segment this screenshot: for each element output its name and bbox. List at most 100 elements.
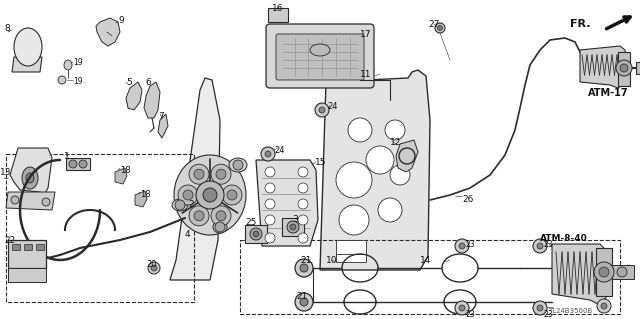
Text: 19: 19 <box>73 77 83 86</box>
Circle shape <box>617 267 627 277</box>
Circle shape <box>290 224 296 230</box>
Ellipse shape <box>26 173 34 183</box>
Circle shape <box>298 167 308 177</box>
Text: 3: 3 <box>292 215 298 224</box>
Text: 26: 26 <box>462 195 474 204</box>
Text: 27: 27 <box>428 20 440 29</box>
Circle shape <box>537 305 543 311</box>
Text: 22: 22 <box>4 236 15 245</box>
Ellipse shape <box>213 221 227 233</box>
Circle shape <box>295 259 313 277</box>
Bar <box>36 244 44 250</box>
Text: 23: 23 <box>544 240 554 249</box>
Ellipse shape <box>64 60 72 70</box>
Circle shape <box>319 107 325 113</box>
Circle shape <box>298 233 308 243</box>
Polygon shape <box>10 148 52 195</box>
Circle shape <box>265 215 275 225</box>
Circle shape <box>261 147 275 161</box>
Text: FR.: FR. <box>570 19 591 29</box>
Text: 9: 9 <box>118 16 124 25</box>
Polygon shape <box>396 140 418 172</box>
Circle shape <box>194 211 204 221</box>
Circle shape <box>227 190 237 200</box>
Circle shape <box>265 151 271 157</box>
Circle shape <box>620 64 628 72</box>
Text: 24: 24 <box>327 102 337 111</box>
Circle shape <box>298 199 308 209</box>
Circle shape <box>211 206 231 226</box>
Text: 14: 14 <box>420 256 431 265</box>
Polygon shape <box>256 160 318 246</box>
Bar <box>596 248 612 296</box>
Circle shape <box>183 190 193 200</box>
Text: 23: 23 <box>544 310 554 319</box>
Ellipse shape <box>310 44 330 56</box>
Polygon shape <box>552 244 610 304</box>
Polygon shape <box>158 114 168 138</box>
Circle shape <box>455 239 469 253</box>
Bar <box>612 265 634 279</box>
Circle shape <box>459 305 465 311</box>
Text: 11: 11 <box>360 70 371 79</box>
Bar <box>282 218 304 236</box>
Circle shape <box>601 303 607 309</box>
Text: ATM-8-40: ATM-8-40 <box>540 234 588 243</box>
Text: 15: 15 <box>315 158 326 167</box>
Text: 10: 10 <box>326 256 337 265</box>
Bar <box>336 240 366 256</box>
Bar <box>12 244 20 250</box>
Polygon shape <box>115 168 127 184</box>
Bar <box>240 240 620 314</box>
Circle shape <box>298 215 308 225</box>
Circle shape <box>378 198 402 222</box>
Polygon shape <box>170 78 220 280</box>
Text: 21: 21 <box>300 256 312 265</box>
Text: 25: 25 <box>245 218 257 227</box>
Text: 1: 1 <box>64 152 70 161</box>
Circle shape <box>295 293 313 311</box>
Bar <box>336 254 366 262</box>
Bar <box>24 244 32 250</box>
Circle shape <box>196 181 224 209</box>
Circle shape <box>265 183 275 193</box>
Ellipse shape <box>14 28 42 66</box>
Polygon shape <box>96 18 120 46</box>
Circle shape <box>533 239 547 253</box>
Text: 18: 18 <box>120 166 131 175</box>
Bar <box>8 240 46 268</box>
Circle shape <box>336 162 372 198</box>
Polygon shape <box>580 46 628 88</box>
Text: 19: 19 <box>73 58 83 67</box>
Text: 17: 17 <box>360 30 371 39</box>
Circle shape <box>455 301 469 315</box>
Ellipse shape <box>229 158 247 172</box>
Text: 2: 2 <box>188 200 194 209</box>
Circle shape <box>300 264 308 272</box>
Text: 18: 18 <box>140 190 150 199</box>
Circle shape <box>151 265 157 271</box>
Ellipse shape <box>174 155 246 235</box>
Circle shape <box>233 160 243 170</box>
Ellipse shape <box>22 167 38 189</box>
Circle shape <box>435 23 445 33</box>
Circle shape <box>315 103 329 117</box>
FancyBboxPatch shape <box>266 24 374 88</box>
Circle shape <box>253 231 259 237</box>
Circle shape <box>438 26 442 31</box>
Circle shape <box>178 185 198 205</box>
Polygon shape <box>12 57 42 72</box>
Text: 23: 23 <box>466 240 476 249</box>
Circle shape <box>42 198 50 206</box>
Text: 20: 20 <box>146 260 157 269</box>
Circle shape <box>533 301 547 315</box>
Text: 4: 4 <box>185 230 191 239</box>
Circle shape <box>537 243 543 249</box>
Circle shape <box>300 298 308 306</box>
Text: 7: 7 <box>158 112 164 121</box>
Text: 5: 5 <box>126 78 132 87</box>
Circle shape <box>599 267 609 277</box>
Text: ATM-17: ATM-17 <box>588 88 628 98</box>
Bar <box>245 225 267 243</box>
Circle shape <box>216 169 226 179</box>
